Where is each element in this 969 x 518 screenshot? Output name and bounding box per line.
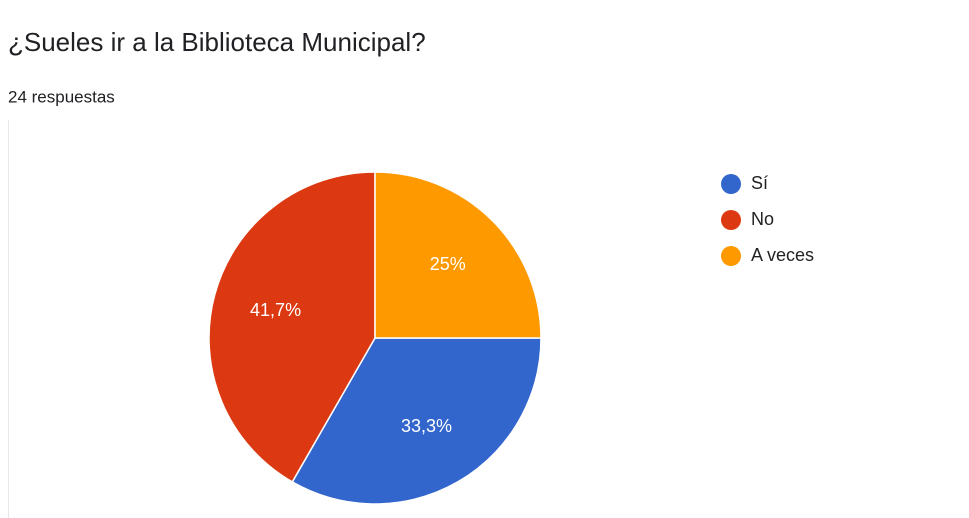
slice-label: 25% [430,254,466,274]
legend-label: Sí [751,173,768,193]
slice-label: 41,7% [250,300,301,320]
legend-label: No [751,209,774,229]
slice-label: 33,3% [401,416,452,436]
pie-slice [291,337,542,505]
chart-subtitle: 24 respuestas [8,87,115,106]
legend-marker [721,174,741,194]
pie-slice [208,171,376,483]
legend-label: A veces [751,245,814,265]
legend-marker [721,210,741,230]
legend-marker [721,246,741,266]
pie-slice [374,171,542,339]
chart-title: ¿Sueles ir a la Biblioteca Municipal? [8,27,426,57]
